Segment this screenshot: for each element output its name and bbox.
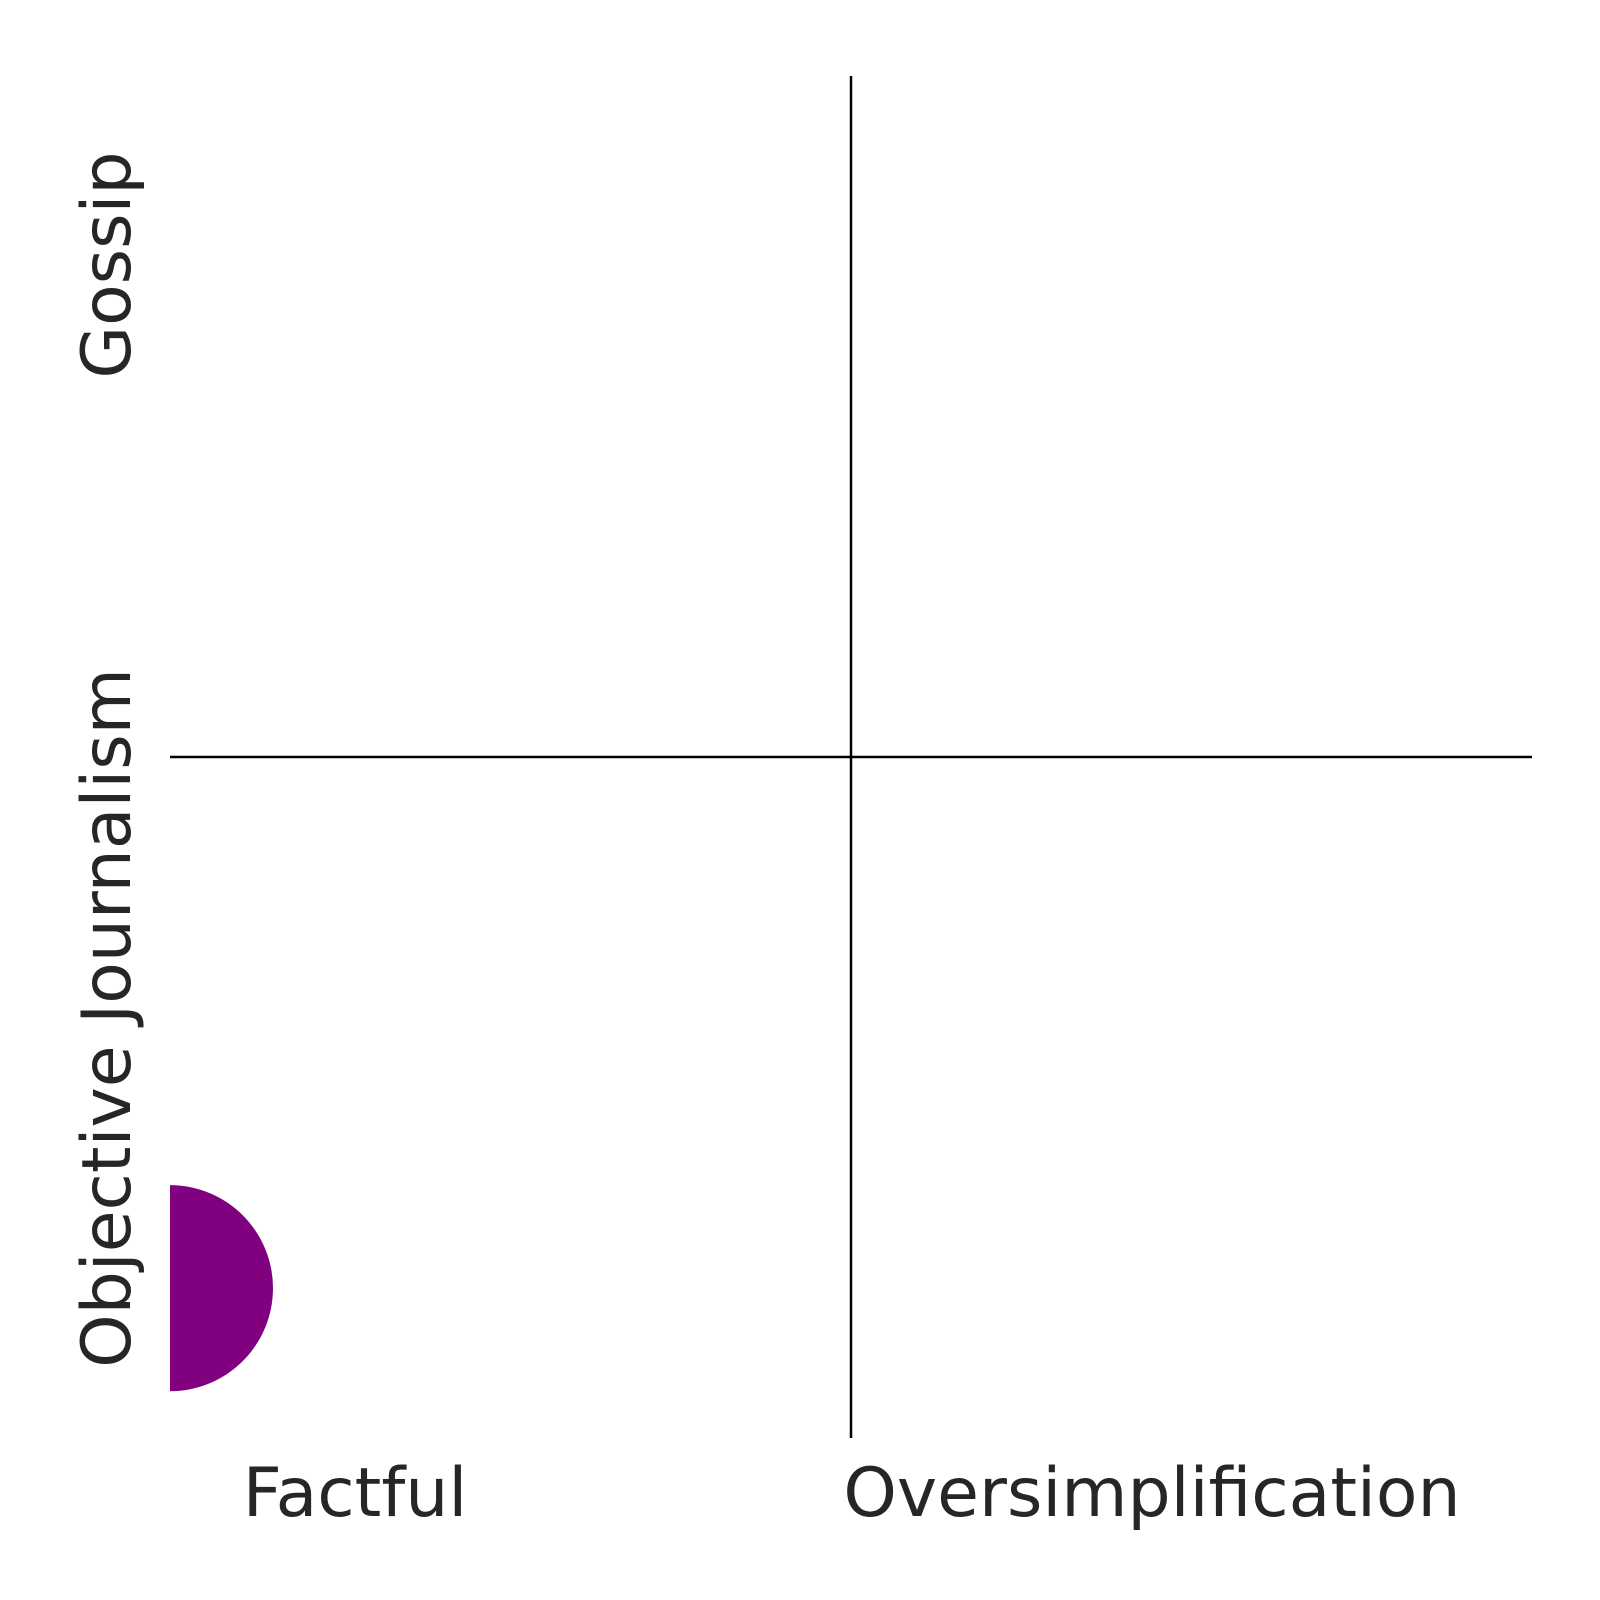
y-label-bottom: Objective Journalism	[68, 668, 147, 1368]
data-point-0	[170, 1185, 273, 1392]
points-layer	[170, 1185, 273, 1392]
y-label-top: Gossip	[68, 151, 147, 378]
x-label-left: Factful	[243, 1454, 468, 1533]
x-label-right: Oversimplification	[843, 1454, 1460, 1533]
